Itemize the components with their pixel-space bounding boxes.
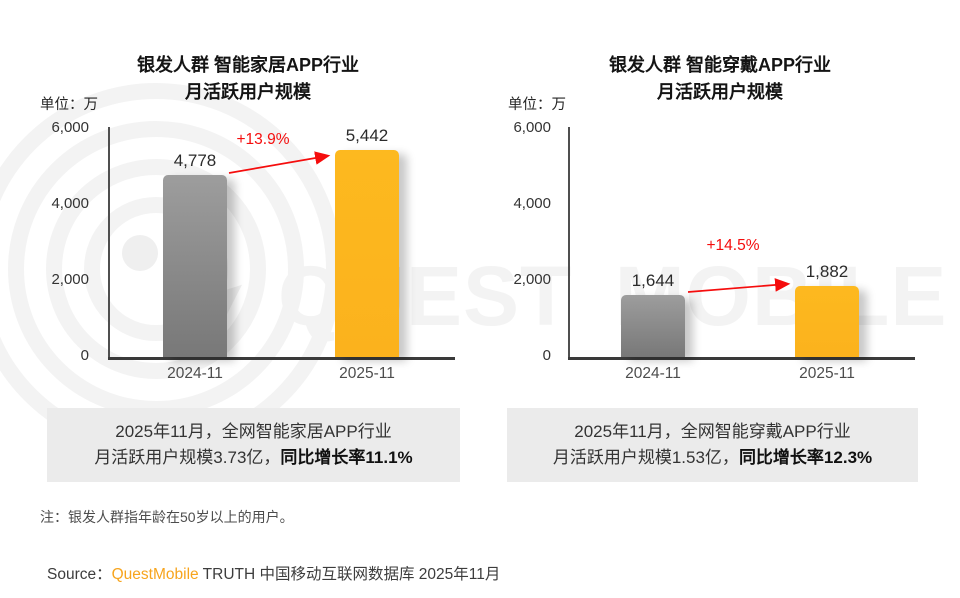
caption-line2: 月活跃用户规模3.73亿，同比增长率11.1% (47, 445, 460, 471)
caption-line2-bold: 同比增长率12.3% (738, 448, 873, 467)
growth-rate-label: +14.5% (706, 237, 760, 254)
caption-line2: 月活跃用户规模1.53亿，同比增长率12.3% (507, 445, 918, 471)
unit-label: 单位：万 (508, 97, 566, 113)
source-brand: QuestMobile (111, 566, 199, 583)
x-category-2025-11: 2025-11 (799, 365, 855, 382)
unit-label: 单位：万 (40, 97, 98, 113)
y-tick-6000: 6,000 (51, 119, 89, 136)
caption-line2-normal: 月活跃用户规模3.73亿， (94, 448, 281, 467)
chart-title-line1: 银发人群 智能家居APP行业 (136, 55, 359, 75)
watermark-dot-icon (122, 235, 158, 271)
chart-title-line2: 月活跃用户规模 (185, 82, 311, 102)
x-category-2025-11: 2025-11 (339, 365, 395, 382)
bar-2025-11 (335, 150, 399, 357)
y-tick-6000: 6,000 (513, 119, 551, 136)
summary-caption: 2025年11月，全网智能穿戴APP行业 月活跃用户规模1.53亿，同比增长率1… (507, 408, 918, 482)
y-tick-0: 0 (80, 347, 89, 364)
chart-title-line1: 银发人群 智能穿戴APP行业 (608, 55, 831, 75)
source-suffix: TRUTH 中国移动互联网数据库 2025年11月 (198, 566, 501, 583)
y-tick-4000: 4,000 (51, 195, 89, 212)
y-axis-line (108, 127, 110, 357)
x-category-2024-11: 2024-11 (167, 365, 223, 382)
bar-2024-11 (163, 175, 227, 357)
bar-value-label: 4,778 (173, 151, 217, 171)
y-tick-0: 0 (542, 347, 551, 364)
x-category-2024-11: 2024-11 (625, 365, 681, 382)
caption-line2-normal: 月活跃用户规模1.53亿， (552, 448, 739, 467)
source-prefix: Source： (47, 566, 112, 583)
growth-arrow-icon (228, 151, 331, 174)
y-tick-2000: 2,000 (51, 271, 89, 288)
growth-rate-label: +13.9% (236, 131, 290, 148)
source-line: Source：QuestMobile TRUTH 中国移动互联网数据库 2025… (47, 562, 500, 584)
chart-title: 银发人群 智能家居APP行业 月活跃用户规模 (68, 52, 428, 106)
x-axis-line (108, 357, 455, 360)
caption-line1: 2025年11月，全网智能家居APP行业 (115, 422, 392, 441)
x-axis-line (568, 357, 915, 360)
y-tick-2000: 2,000 (513, 271, 551, 288)
bar-2024-11 (621, 294, 685, 357)
summary-caption: 2025年11月，全网智能家居APP行业 月活跃用户规模3.73亿，同比增长率1… (47, 408, 460, 482)
caption-line1: 2025年11月，全网智能穿戴APP行业 (574, 422, 851, 441)
bar-value-label: 1,882 (805, 261, 849, 281)
chart-title-line2: 月活跃用户规模 (657, 82, 783, 102)
caption-line2-bold: 同比增长率11.1% (280, 448, 413, 467)
chart-title: 银发人群 智能穿戴APP行业 月活跃用户规模 (540, 52, 900, 106)
growth-arrow-icon (687, 278, 791, 293)
y-axis-line (568, 127, 570, 357)
bar-value-label: 1,644 (631, 270, 675, 290)
bar-value-label: 5,442 (345, 126, 389, 146)
bar-2025-11 (795, 285, 859, 357)
footnote: 注：银发人群指年龄在50岁以上的用户。 (40, 509, 294, 525)
y-tick-4000: 4,000 (513, 195, 551, 212)
